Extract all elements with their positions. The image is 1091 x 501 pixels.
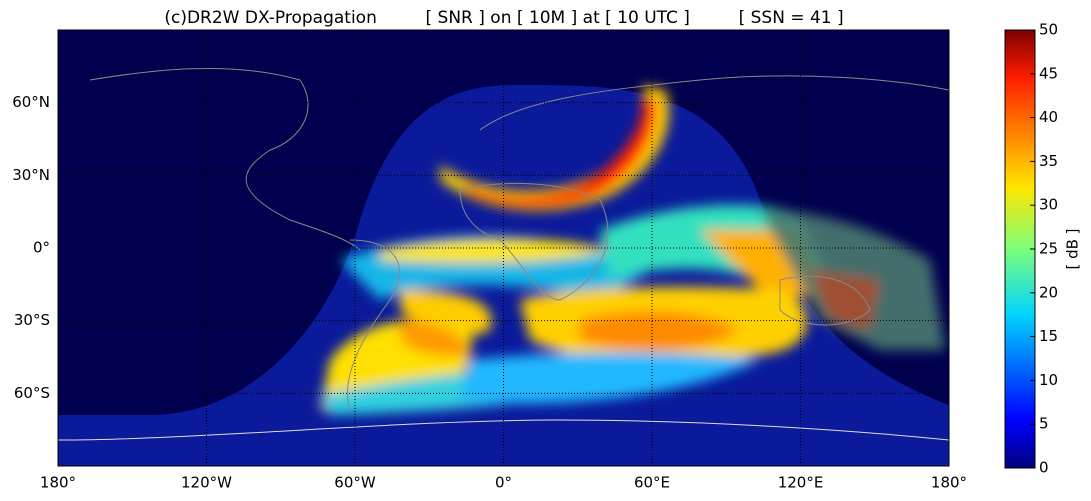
x-tick-label: 0° (495, 474, 512, 492)
colorbar-tick-label: 10 (1039, 371, 1058, 389)
colorbar-tick-label: 15 (1039, 327, 1058, 345)
colorbar-tick-label: 50 (1039, 21, 1058, 39)
y-tick-label: 0° (33, 239, 50, 257)
chart-title: (c)DR2W DX-Propagation [ SNR ] on [ 10M … (164, 8, 843, 28)
y-tick-label: 30°N (12, 166, 50, 184)
map-area (58, 30, 949, 466)
x-tick-label: 180° (931, 474, 967, 492)
graticule (58, 30, 949, 466)
colorbar-tick-label: 45 (1039, 64, 1058, 82)
y-tick-label: 60°S (14, 384, 50, 402)
colorbar-tick-label: 20 (1039, 283, 1058, 301)
y-tick-label: 30°S (14, 311, 50, 329)
x-tick-label: 180° (40, 474, 76, 492)
colorbar-tick-label: 30 (1039, 196, 1058, 214)
colorbar-tick-label: 5 (1039, 415, 1049, 433)
colorbar-label: [ dB ] (1064, 228, 1082, 269)
snr-field (320, 85, 945, 415)
colorbar-tick-label: 35 (1039, 152, 1058, 170)
coastlines (58, 67, 949, 441)
colorbar-tick-label: 25 (1039, 240, 1058, 258)
colorbar-tick-label: 40 (1039, 108, 1058, 126)
plot-frame (57, 29, 950, 467)
x-tick-label: 120°W (181, 474, 232, 492)
x-tick-label: 60°W (334, 474, 376, 492)
x-tick-label: 120°E (778, 474, 824, 492)
y-tick-label: 60°N (12, 93, 50, 111)
x-tick-label: 60°E (634, 474, 670, 492)
colorbar-tick-label: 0 (1039, 459, 1049, 477)
